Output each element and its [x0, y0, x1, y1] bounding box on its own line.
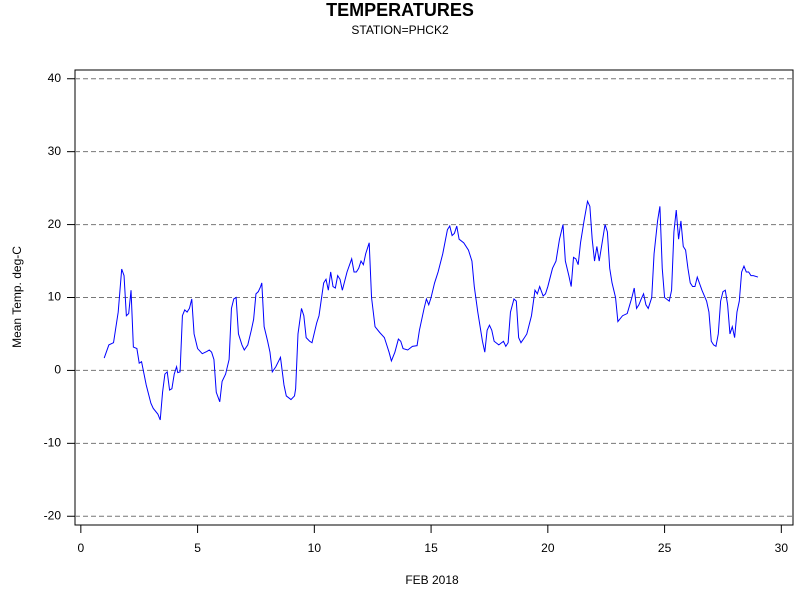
y-tick-label: 40: [48, 71, 62, 85]
x-tick-label: 30: [775, 541, 789, 555]
y-axis-label: Mean Temp. deg-C: [10, 246, 24, 348]
y-tick-label: 10: [48, 290, 62, 304]
y-tick-label: -10: [44, 436, 62, 450]
x-tick-label: 0: [77, 541, 84, 555]
x-tick-label: 20: [541, 541, 555, 555]
chart-subtitle: STATION=PHCK2: [351, 23, 449, 37]
y-tick-label: 0: [54, 363, 61, 377]
x-tick-label: 15: [424, 541, 438, 555]
x-axis-label: FEB 2018: [405, 573, 459, 587]
x-tick-label: 5: [194, 541, 201, 555]
y-tick-label: 20: [48, 217, 62, 231]
chart-title: TEMPERATURES: [326, 0, 474, 20]
x-tick-label: 10: [308, 541, 322, 555]
y-tick-label: 30: [48, 144, 62, 158]
y-tick-label: -20: [44, 508, 62, 522]
x-tick-label: 25: [658, 541, 672, 555]
data-line: [103, 199, 759, 421]
